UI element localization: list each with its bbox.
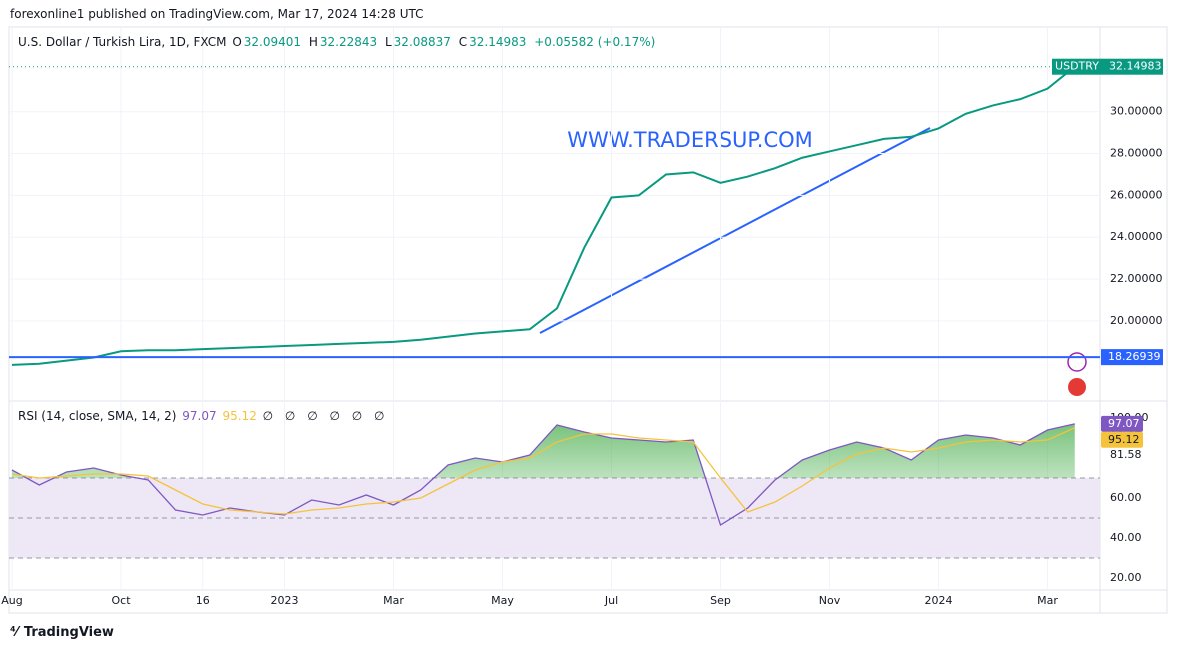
badge-label: 97.07 <box>1108 417 1140 430</box>
x-tick-label: Nov <box>819 594 841 607</box>
trend-line <box>539 127 931 334</box>
watermark: WWW.TRADERSUP.COM <box>567 128 813 152</box>
legend: U.S. Dollar / Turkish Lira, 1D, FXCM O 32… <box>18 35 657 49</box>
value: 32.08837 <box>393 35 451 49</box>
ohlc-c: C 32.14983 <box>459 35 529 49</box>
ohlc-l: L 32.08837 <box>385 35 453 49</box>
x-tick-label: Sep <box>710 594 731 607</box>
ohlc-o: O 32.09401 <box>232 35 303 49</box>
last-price-badge <box>1103 58 1163 75</box>
ohlc-h: H 32.22843 <box>309 35 379 49</box>
y-tick-label: 24.00000 <box>1110 230 1163 243</box>
event-icon <box>1067 352 1087 372</box>
hline-label: 18.26939 <box>1108 350 1161 363</box>
x-tick-label: Aug <box>1 594 22 607</box>
value-badge <box>1101 415 1143 432</box>
x-tick-label: Mar <box>1037 594 1058 607</box>
value: 32.09401 <box>243 35 302 49</box>
value-badge <box>1101 431 1143 448</box>
value: 32.22843 <box>319 35 378 49</box>
y-tick-label: 60.00 <box>1110 491 1142 504</box>
change: +0.05582 (+0.17%) <box>534 35 656 49</box>
symbol-badge-label: USDTRY <box>1055 60 1099 73</box>
overbought-fill <box>12 423 1075 478</box>
plot-layer: 20.00000 22.00000 24.00000 26.00000 28.00000… <box>1 28 1163 607</box>
rsi-line <box>11 427 1076 515</box>
y-tick-label: 100.00 <box>1110 411 1149 424</box>
x-tick-label: 16 <box>196 594 210 607</box>
x-tick-label: 2023 <box>271 594 299 607</box>
y-tick-label: 26.00000 <box>1110 188 1163 201</box>
rsi-legend: RSI (14, close, SMA, 14, 2) 97.07 95.12 … <box>18 409 390 423</box>
rsi-band <box>9 478 1100 558</box>
price-line <box>11 65 1076 366</box>
hline-badge <box>1101 349 1163 366</box>
rsi-value: 97.07 <box>182 409 217 423</box>
y-tick-label: 20.00000 <box>1110 314 1163 327</box>
label: C <box>458 35 468 49</box>
y-tick-label: 28.00000 <box>1110 147 1163 160</box>
brand-name: TradingView <box>23 625 114 640</box>
rsi-title: RSI (14, close, SMA, 14, 2) <box>18 409 177 423</box>
symbol: U.S. Dollar / Turkish Lira, 1D, FXCM <box>18 35 227 49</box>
last-price-label: 32.14983 <box>1109 60 1162 73</box>
value: 32.14983 <box>469 35 527 49</box>
flag-icon <box>1068 378 1086 396</box>
label: L <box>384 35 392 49</box>
rsi-line <box>11 423 1075 526</box>
symbol-badge <box>1052 58 1103 75</box>
x-tick-label: 2024 <box>925 594 953 607</box>
y-tick-label: 81.58 <box>1110 448 1142 461</box>
label: H <box>308 35 318 49</box>
x-tick-label: Oct <box>111 594 131 607</box>
badge-label: 95.12 <box>1108 433 1140 446</box>
x-tick-label: Mar <box>383 594 404 607</box>
label: O <box>232 35 242 49</box>
publish-note: forexonline1 published on TradingView.co… <box>10 7 424 21</box>
y-tick-label: 40.00 <box>1110 531 1142 544</box>
y-tick-label: 90.87 <box>1110 429 1142 442</box>
hidden-inputs: ∅ ∅ ∅ ∅ ∅ ∅ <box>262 409 389 423</box>
frame <box>8 26 1168 614</box>
y-tick-label: 30.00000 <box>1110 105 1163 118</box>
sma-value: 95.12 <box>222 409 257 423</box>
y-tick-label: 20.00 <box>1110 571 1142 584</box>
x-tick-label: May <box>491 594 514 607</box>
y-tick-label: 22.00000 <box>1110 272 1163 285</box>
brand: ⁴⁄ TradingView <box>10 625 114 640</box>
x-tick-label: Jul <box>604 594 618 607</box>
